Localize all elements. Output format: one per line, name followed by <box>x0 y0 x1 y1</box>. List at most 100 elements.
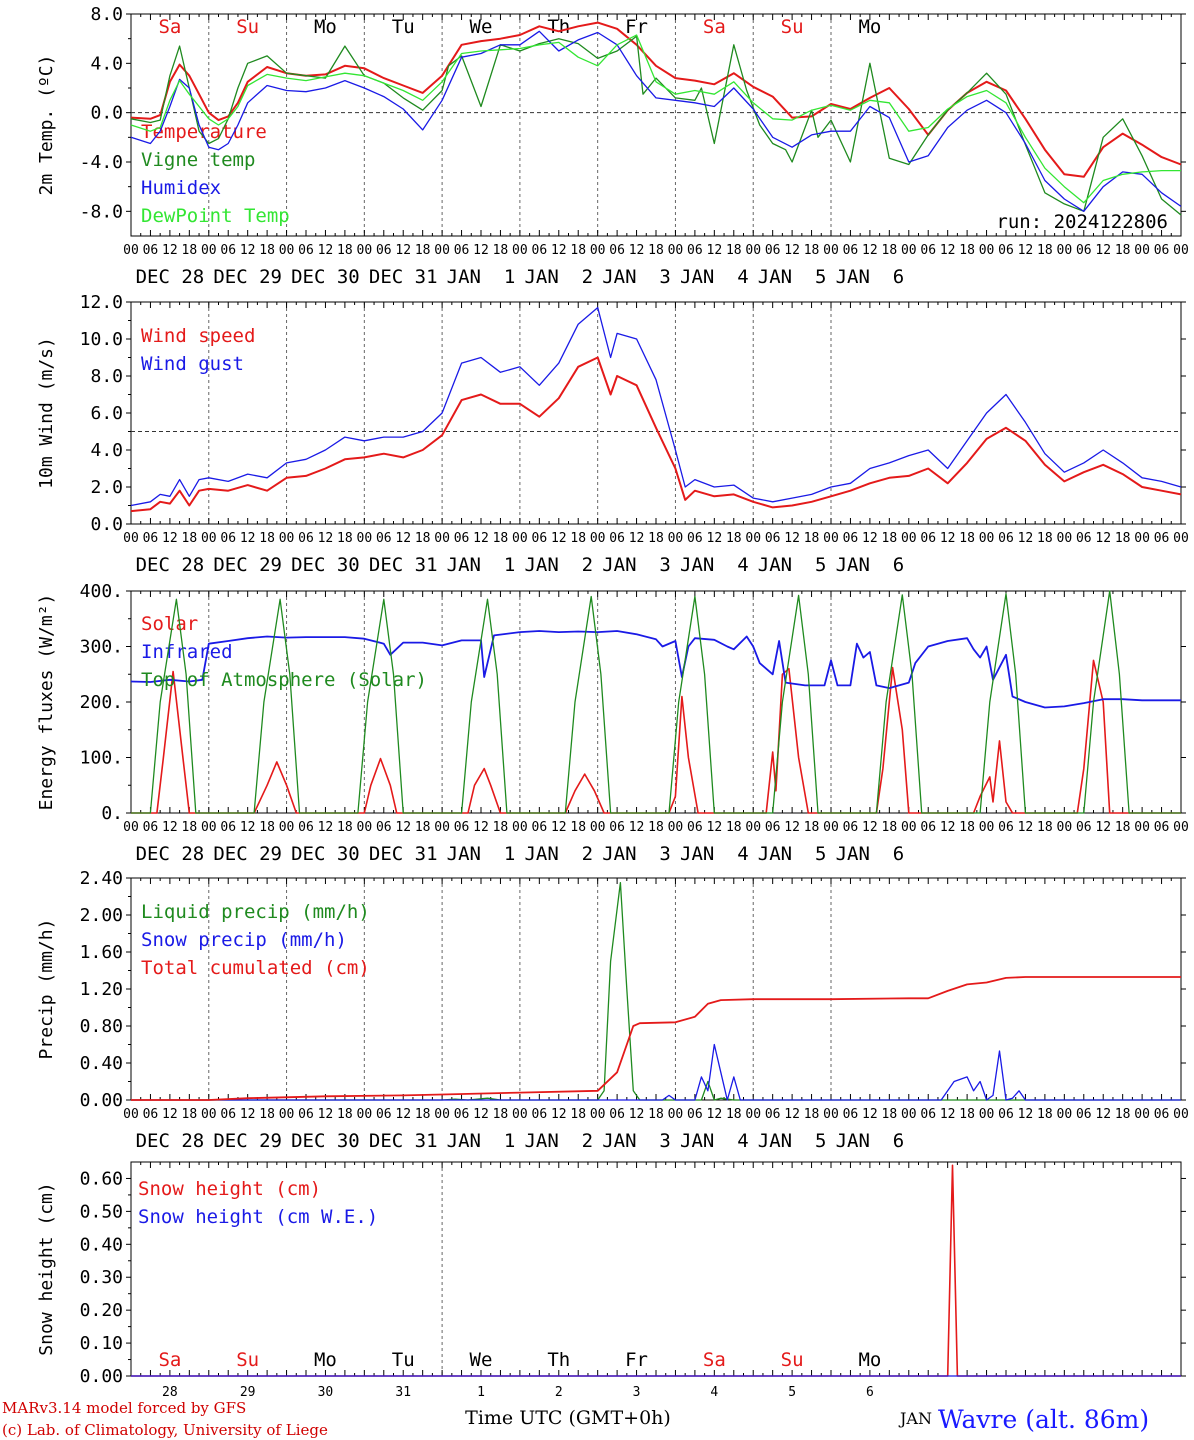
energy-x-tick-label: 12 <box>162 820 178 835</box>
precip-legend-entry: Snow precip (mm/h) <box>141 929 347 951</box>
wind-x-tick-label: 06 <box>920 531 936 546</box>
energy-x-tick-label: 12 <box>1018 820 1034 835</box>
energy-x-tick-label: 00 <box>745 820 761 835</box>
wind-x-tick-label: 18 <box>259 531 275 546</box>
wind-x-tick-label: 12 <box>940 531 956 546</box>
energy-y-tick-label: 300. <box>80 637 123 658</box>
wind-x-tick-label: 06 <box>998 531 1014 546</box>
temp-legend-entry: Humidex <box>141 177 221 199</box>
energy-x-tick-label: 18 <box>259 820 275 835</box>
temp-x-tick-label: 12 <box>162 243 178 258</box>
energy-y-tick-label: 0. <box>101 803 123 824</box>
energy-date-label: JAN 1 <box>447 843 516 865</box>
energy-x-tick-label: 06 <box>143 820 159 835</box>
temp-series-vigne-temp <box>130 35 1182 216</box>
temp-date-label: JAN 2 <box>524 266 593 288</box>
temp-x-tick-label: 00 <box>434 243 450 258</box>
wind-series-wind-speed <box>130 356 1182 513</box>
temp-x-tick-label: 12 <box>318 243 334 258</box>
precip-x-tick-label: 06 <box>998 1107 1014 1122</box>
wind-x-tick-label: 06 <box>765 531 781 546</box>
precip-x-tick-label: 00 <box>512 1107 528 1122</box>
temp-weekday-label: Sa <box>703 16 726 38</box>
snow-day-number: 5 <box>788 1385 796 1400</box>
temp-date-label: DEC 30 <box>291 266 360 288</box>
energy-x-tick-label: 12 <box>1095 820 1111 835</box>
precip-x-tick-label: 06 <box>220 1107 236 1122</box>
precip-y-axis-label: Precip (mm/h) <box>36 919 57 1060</box>
temp-date-label: JAN 3 <box>602 266 671 288</box>
precip-x-tick-label: 00 <box>1134 1107 1150 1122</box>
precip-x-tick-label: 00 <box>668 1107 684 1122</box>
temp-date-label: JAN 4 <box>680 266 749 288</box>
snow-y-tick-label: 0.50 <box>80 1201 123 1222</box>
temp-x-tick-label: 00 <box>823 243 839 258</box>
wind-x-tick-label: 06 <box>532 531 548 546</box>
precip-x-tick-label: 00 <box>745 1107 761 1122</box>
precip-x-tick-label: 12 <box>707 1107 723 1122</box>
snow-legend-entry: Snow height (cm) <box>138 1178 321 1200</box>
temp-x-tick-label: 18 <box>570 243 586 258</box>
temp-x-tick-label: 18 <box>1115 243 1131 258</box>
energy-x-tick-label: 06 <box>843 820 859 835</box>
temp-x-tick-label: 00 <box>123 243 139 258</box>
temp-x-tick-label: 18 <box>1037 243 1053 258</box>
wind-date-label: DEC 31 <box>369 554 438 576</box>
temp-x-tick-label: 12 <box>707 243 723 258</box>
energy-x-tick-label: 12 <box>240 820 256 835</box>
energy-x-tick-label: 00 <box>512 820 528 835</box>
precip-y-tick-label: 1.60 <box>80 942 123 963</box>
wind-date-label: DEC 30 <box>291 554 360 576</box>
temp-y-axis-label: 2m Temp. (ºC) <box>36 55 57 196</box>
wind-x-tick-label: 00 <box>668 531 684 546</box>
temp-x-tick-label: 06 <box>765 243 781 258</box>
energy-date-label: JAN 2 <box>524 843 593 865</box>
run-label: run: 2024122806 <box>996 211 1168 233</box>
precip-x-tick-label: 12 <box>240 1107 256 1122</box>
wind-y-tick-label: 12.0 <box>80 292 123 313</box>
temp-legend-entry: DewPoint Temp <box>141 205 290 227</box>
energy-x-tick-label: 00 <box>279 820 295 835</box>
energy-x-tick-label: 18 <box>726 820 742 835</box>
temp-date-label: DEC 28 <box>136 266 205 288</box>
energy-x-tick-label: 18 <box>959 820 975 835</box>
wind-x-tick-label: 00 <box>279 531 295 546</box>
snow-y-tick-label: 0.20 <box>80 1300 123 1321</box>
snow-day-number: 6 <box>866 1385 874 1400</box>
wind-date-label: JAN 6 <box>836 554 905 576</box>
temp-weekday-label: Mo <box>858 16 881 38</box>
wind-x-tick-label: 00 <box>123 531 139 546</box>
wind-x-tick-label: 12 <box>473 531 489 546</box>
temp-date-label: JAN 5 <box>758 266 827 288</box>
precip-date-label: DEC 31 <box>369 1130 438 1152</box>
temp-x-tick-label: 12 <box>551 243 567 258</box>
precip-x-tick-label: 18 <box>182 1107 198 1122</box>
temp-x-tick-label: 06 <box>143 243 159 258</box>
wind-x-tick-label: 00 <box>979 531 995 546</box>
energy-x-tick-label: 12 <box>862 820 878 835</box>
energy-x-tick-label: 12 <box>707 820 723 835</box>
precip-x-tick-label: 00 <box>1057 1107 1073 1122</box>
temp-x-tick-label: 00 <box>1057 243 1073 258</box>
precip-x-tick-label: 06 <box>376 1107 392 1122</box>
energy-series-solar <box>131 659 1181 814</box>
precip-x-tick-label: 00 <box>123 1107 139 1122</box>
wind-x-tick-label: 06 <box>220 531 236 546</box>
wind-x-tick-label: 18 <box>882 531 898 546</box>
energy-x-tick-label: 18 <box>1037 820 1053 835</box>
wind-x-tick-label: 00 <box>901 531 917 546</box>
snow-weekday-label: Mo <box>858 1349 881 1371</box>
precip-x-tick-label: 18 <box>648 1107 664 1122</box>
snow-day-number: 3 <box>633 1385 641 1400</box>
month-label: JAN <box>898 1409 932 1428</box>
precip-x-tick-label: 06 <box>843 1107 859 1122</box>
energy-date-label: DEC 28 <box>136 843 205 865</box>
temp-plot-frame <box>130 13 1182 237</box>
temp-weekday-label: Su <box>236 16 259 38</box>
wind-date-label: JAN 1 <box>447 554 516 576</box>
snow-weekday-label: Su <box>236 1349 259 1371</box>
wind-x-tick-label: 00 <box>1057 531 1073 546</box>
energy-legend-entry: Infrared <box>141 641 233 663</box>
energy-x-tick-label: 12 <box>940 820 956 835</box>
precip-x-tick-label: 00 <box>590 1107 606 1122</box>
